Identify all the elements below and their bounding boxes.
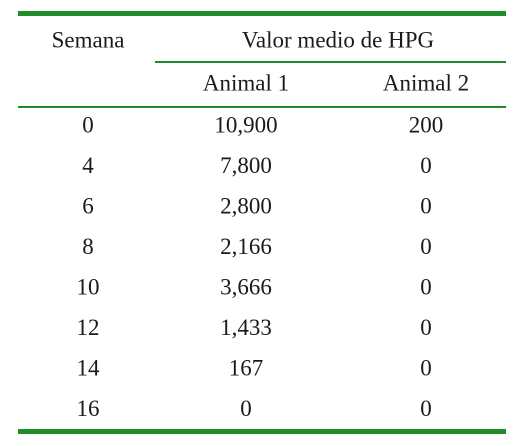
cell: 8 [82, 234, 94, 259]
cell: 0 [420, 396, 432, 421]
table-body: 0 10,900 200 4 7,800 0 6 2,800 0 8 2,166 0 10 3,666 0 1… [77, 112, 444, 421]
header-week: Semana [52, 27, 125, 52]
cell: 2,800 [220, 193, 272, 218]
cell: 1,433 [220, 315, 272, 340]
cell: 6 [82, 193, 94, 218]
cell: 10,900 [214, 112, 277, 137]
cell: 12 [77, 315, 100, 340]
cell: 4 [82, 153, 94, 178]
cell: 10 [77, 274, 100, 299]
header-column: Animal 2 [383, 70, 469, 95]
cell: 14 [77, 355, 101, 380]
header-group: Valor medio de HPG [242, 27, 434, 52]
cell: 3,666 [220, 274, 272, 299]
bottom-rule [18, 429, 506, 434]
cell: 0 [240, 396, 252, 421]
cell: 200 [409, 112, 444, 137]
cell: 0 [420, 274, 432, 299]
cell: 0 [420, 193, 432, 218]
top-rule [18, 11, 506, 16]
cell: 0 [420, 355, 432, 380]
cell: 7,800 [220, 153, 272, 178]
cell: 0 [82, 112, 94, 137]
header-column: Animal 1 [203, 70, 289, 95]
cell: 0 [420, 153, 432, 178]
cell: 167 [229, 355, 264, 380]
cell: 2,166 [220, 234, 272, 259]
cell: 16 [77, 396, 100, 421]
header-rule [18, 106, 506, 108]
cell: 0 [420, 234, 432, 259]
group-rule [155, 61, 506, 63]
cell: 0 [420, 315, 432, 340]
